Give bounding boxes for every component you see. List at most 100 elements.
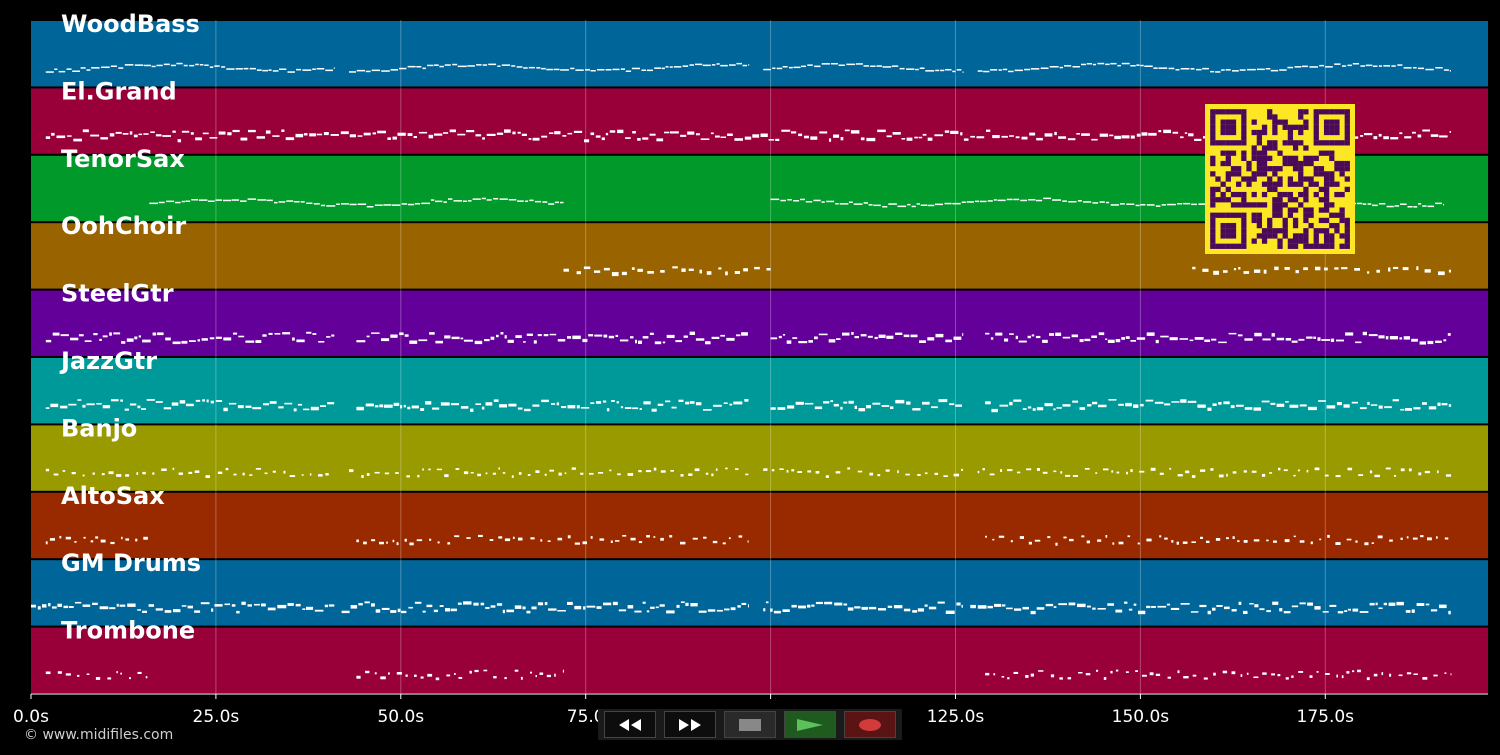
- note: [1357, 669, 1361, 673]
- note: [279, 68, 287, 70]
- note: [245, 405, 252, 408]
- note: [115, 131, 122, 134]
- note: [970, 604, 976, 609]
- note: [873, 204, 881, 207]
- note: [953, 336, 962, 340]
- note: [454, 535, 460, 538]
- note: [834, 602, 843, 606]
- note: [1213, 672, 1216, 676]
- note: [228, 402, 237, 405]
- note: [944, 130, 950, 133]
- note: [395, 472, 399, 474]
- note: [137, 609, 141, 611]
- note: [1092, 63, 1096, 66]
- note: [886, 335, 894, 339]
- note: [1179, 338, 1189, 340]
- note: [155, 134, 162, 137]
- note: [703, 409, 712, 411]
- note: [1170, 607, 1180, 610]
- note: [183, 64, 188, 67]
- note: [1299, 540, 1305, 543]
- note: [1028, 541, 1032, 545]
- note: [252, 407, 262, 410]
- note: [172, 130, 176, 133]
- note: [1383, 136, 1389, 140]
- note: [157, 332, 164, 336]
- track-band: [31, 290, 1488, 356]
- note: [124, 408, 129, 411]
- note: [93, 333, 98, 336]
- note: [779, 468, 784, 470]
- note: [1121, 62, 1130, 65]
- note: [422, 610, 426, 613]
- note: [473, 602, 479, 606]
- note: [1091, 138, 1098, 141]
- note: [615, 334, 619, 337]
- note: [502, 472, 506, 474]
- note: [72, 70, 80, 72]
- note: [426, 604, 433, 608]
- note: [943, 475, 948, 477]
- tick-label: 50.0s: [377, 707, 424, 727]
- note: [1291, 605, 1299, 608]
- note: [1017, 471, 1021, 474]
- note: [1243, 470, 1247, 473]
- note: [1097, 608, 1106, 610]
- play-button[interactable]: [784, 711, 836, 738]
- note: [249, 474, 253, 476]
- rewind-button[interactable]: [604, 711, 656, 738]
- note: [1254, 604, 1259, 608]
- note: [1238, 601, 1242, 605]
- note: [1091, 335, 1097, 338]
- track-band: [31, 627, 1488, 693]
- note: [121, 341, 126, 344]
- note: [1388, 602, 1396, 606]
- note: [237, 405, 244, 409]
- note: [512, 536, 515, 539]
- note: [390, 69, 399, 71]
- note: [541, 67, 546, 70]
- stop-button[interactable]: [724, 711, 776, 738]
- note: [655, 606, 659, 609]
- note: [1045, 603, 1054, 607]
- note: [240, 137, 248, 141]
- fast-forward-button[interactable]: [664, 711, 716, 738]
- note: [1180, 399, 1187, 403]
- note: [747, 540, 749, 543]
- note: [843, 603, 848, 606]
- note: [1027, 335, 1031, 339]
- note: [1171, 540, 1174, 543]
- note: [1019, 536, 1024, 539]
- note: [630, 336, 634, 339]
- note: [53, 473, 59, 476]
- note: [1283, 611, 1291, 614]
- note: [950, 130, 959, 134]
- note: [1130, 135, 1135, 139]
- note: [1140, 204, 1146, 206]
- note: [86, 69, 91, 71]
- note: [659, 604, 665, 607]
- note: [488, 63, 497, 66]
- track-band: [31, 358, 1488, 424]
- note: [366, 473, 370, 476]
- note: [1092, 607, 1096, 610]
- note: [416, 539, 423, 542]
- note: [309, 133, 316, 137]
- note: [63, 605, 69, 609]
- note: [829, 138, 832, 142]
- note: [262, 334, 267, 337]
- note: [849, 201, 853, 203]
- note: [542, 201, 548, 203]
- note: [1411, 338, 1418, 342]
- note: [476, 64, 482, 66]
- note: [374, 204, 383, 206]
- record-button[interactable]: [844, 711, 896, 738]
- note: [189, 64, 195, 67]
- note: [1044, 133, 1053, 137]
- note: [897, 470, 899, 474]
- note: [1368, 334, 1378, 337]
- note: [522, 606, 526, 610]
- note: [1188, 133, 1194, 137]
- note: [1163, 129, 1171, 134]
- note: [1068, 201, 1077, 203]
